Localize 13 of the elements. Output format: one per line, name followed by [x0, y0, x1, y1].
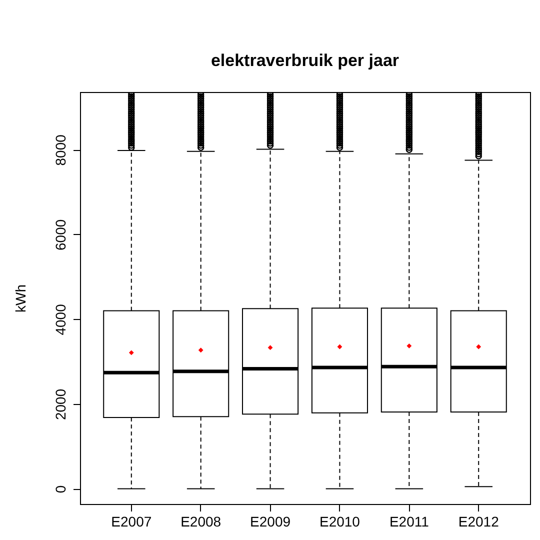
x-tick-label: E2012 [458, 514, 500, 530]
y-tick-label: 6000 [52, 219, 68, 250]
y-tick-label: 8000 [52, 134, 68, 166]
chart-title: elektraverbruik per jaar [210, 51, 400, 70]
y-tick-label: 0 [52, 485, 68, 494]
x-tick-label: E2011 [389, 514, 430, 530]
y-tick-label: 4000 [52, 304, 68, 336]
x-tick-label: E2007 [111, 514, 152, 530]
x-tick-label: E2010 [319, 514, 360, 530]
x-tick-label: E2008 [180, 514, 222, 530]
y-axis-title: kWh [12, 284, 28, 312]
y-tick-label: 2000 [52, 388, 68, 420]
x-tick-label: E2009 [250, 514, 291, 530]
